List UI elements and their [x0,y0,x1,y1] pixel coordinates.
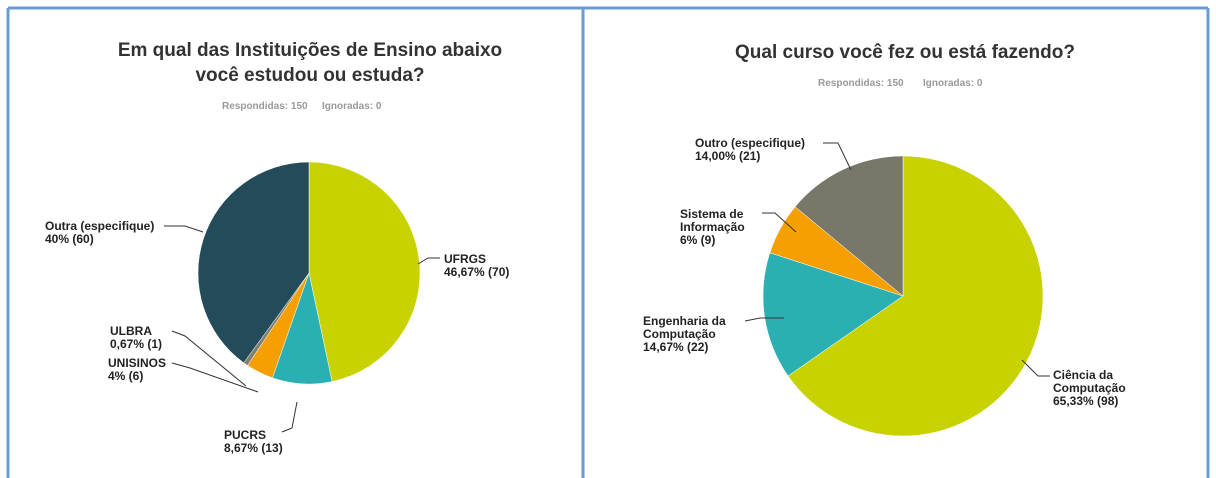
leader [762,212,797,233]
slice-label: Outra (especifique) 40% (60) [45,220,185,246]
category-name: UFRGS [444,252,486,266]
slice-label: Outro (especifique) 14,00% (21) [695,137,855,163]
value-label: 46,67% (70) [444,265,510,279]
value-label: 6% (9) [680,233,716,247]
slice-label: Sistema de Informação 6% (9) [680,208,765,247]
slice-label: UFRGS 46,67% (70) [444,253,564,279]
category-name: Sistema de Informação [680,207,745,234]
leader [171,362,259,393]
value-label: 14,67% (22) [643,340,709,354]
leader [417,257,440,265]
pie-slice [787,155,1044,437]
value-label: 40% (60) [45,232,94,246]
chart-title: Em qual das Instituições de Ensino abaix… [117,40,503,86]
pie-slice [197,161,310,364]
category-name: UNISINOS [108,356,167,370]
category-name: Outro (especifique) [695,136,806,150]
leader [281,401,298,433]
value-label: 14,00% (21) [695,149,761,163]
leader [1021,359,1050,377]
annotation: Respondidas: 150 [222,101,308,112]
slice-label: PUCRS 8,67% (13) [224,429,344,455]
leader [171,330,247,387]
value-label: 0,67% (1) [110,337,163,351]
leader [823,142,852,171]
annotation: Respondidas: 150 [818,78,904,89]
category-name: ULBRA [110,324,152,338]
annotation: Ignoradas: 0 [322,101,382,112]
slice-label: Engenharia da Computação 14,67% (22) [643,315,743,354]
slice-label: UNISINOS 4% (6) [108,357,228,383]
category-name: PUCRS [224,428,267,442]
category-name: Engenharia da Computação [643,314,726,341]
leader-lines [164,142,1050,433]
pie-slice [794,155,904,297]
category-name: Outra (especifique) [45,219,155,233]
category-name: Ciência da Computação [1053,368,1126,395]
chart-title: Qual curso você fez ou está fazendo? [735,42,1075,63]
value-label: 4% (6) [108,369,144,383]
annotation: Ignoradas: 0 [923,78,983,89]
pie-slice [762,252,904,377]
slice-label: ULBRA 0,67% (1) [110,325,230,351]
slice-label: Ciência da Computação 65,33% (98) [1053,369,1143,408]
leader [164,225,204,233]
pie-slice [308,161,421,382]
value-label: 65,33% (98) [1053,394,1119,408]
value-label: 8,67% (13) [224,441,283,455]
leader [744,317,784,322]
